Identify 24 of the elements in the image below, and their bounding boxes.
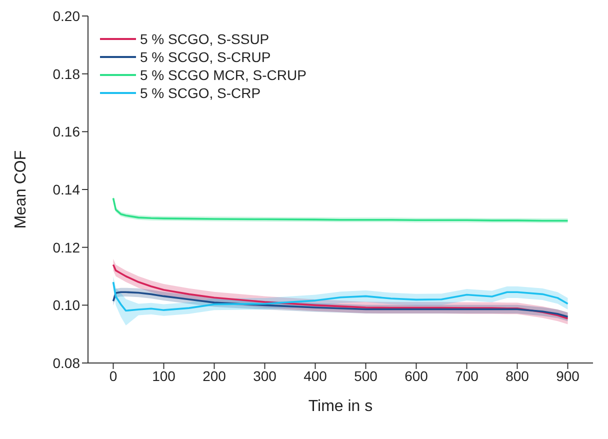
x-tick-label: 600 (404, 368, 428, 384)
x-axis-title: Time in s (308, 398, 373, 415)
x-tick-label: 700 (455, 368, 479, 384)
x-tick-label: 300 (253, 368, 277, 384)
x-tick-label: 500 (354, 368, 378, 384)
line-series (112, 281, 569, 312)
legend-label: 5 % SCGO, S-SSUP (140, 30, 270, 48)
legend-label: 5 % SCGO, S-CRUP (140, 48, 271, 66)
legend-label: 5 % SCGO MCR, S-CRUP (140, 66, 306, 84)
y-tick-label: 0.20 (52, 8, 80, 24)
x-tick-label: 900 (556, 368, 580, 384)
y-tick-label: 0.18 (52, 66, 80, 82)
x-tick-label: 100 (152, 368, 176, 384)
x-tick-label: 200 (202, 368, 226, 384)
y-tick-label: 0.10 (52, 297, 80, 314)
x-tick-label: 800 (506, 368, 530, 384)
y-axis-title: Mean COF (12, 150, 30, 229)
y-tick-label: 0.14 (52, 181, 80, 198)
x-tick-label: 0 (109, 368, 118, 384)
x-tick-label: 400 (304, 368, 328, 384)
legend-label: 5 % SCGO, S-CRP (140, 84, 261, 102)
y-tick-label: 0.16 (52, 124, 80, 140)
y-tick-label: 0.12 (52, 239, 80, 256)
y-tick-label: 0.08 (52, 354, 80, 371)
